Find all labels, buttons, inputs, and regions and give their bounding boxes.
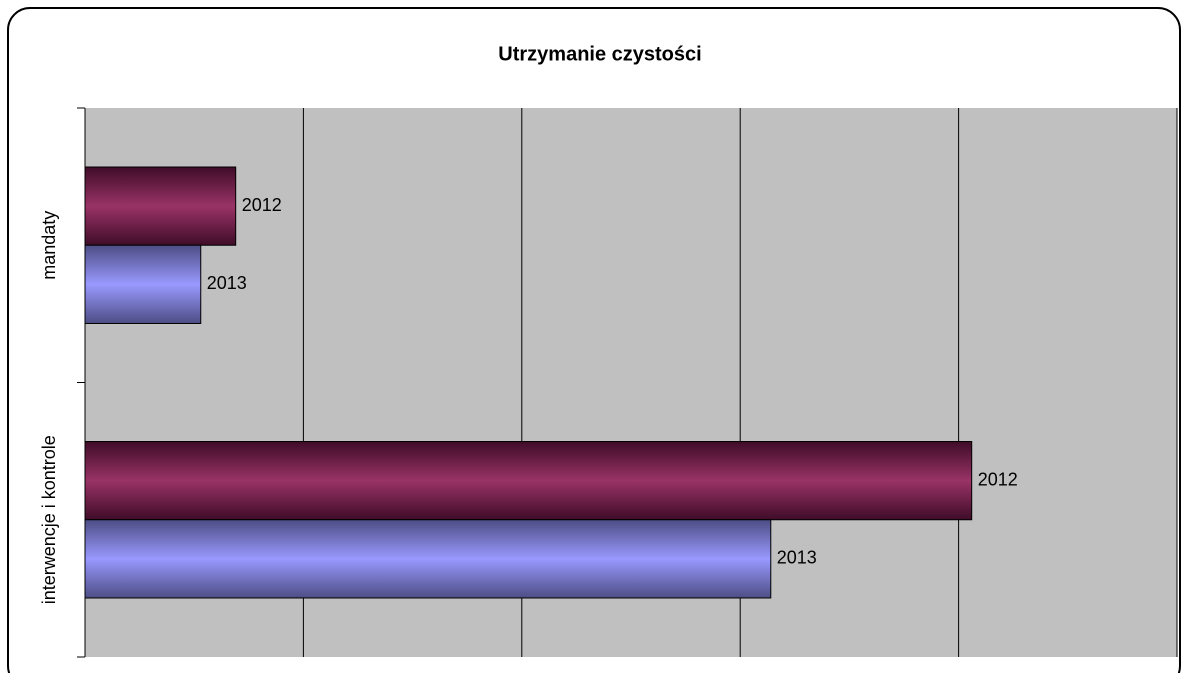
category-label: interwencje i kontrole — [39, 435, 59, 604]
bar — [84, 441, 973, 521]
category-label: mandaty — [39, 211, 59, 280]
data-label: 2012 — [978, 469, 1018, 489]
data-label: 2013 — [777, 548, 817, 568]
data-label: 2013 — [207, 273, 247, 293]
bar — [84, 519, 772, 599]
chart-title: Utrzymanie czystości — [498, 43, 701, 65]
data-label: 2012 — [242, 195, 282, 215]
bar — [84, 166, 237, 246]
bar — [84, 244, 202, 324]
